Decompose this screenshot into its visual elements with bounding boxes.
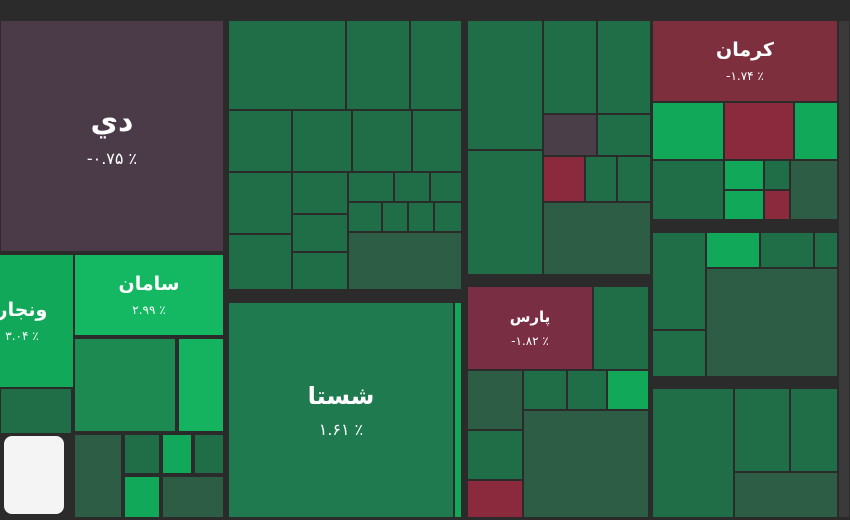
tile (764, 190, 790, 220)
tile (838, 20, 850, 518)
tile (348, 172, 394, 202)
tile-change: -۱.۸۲ ٪ (511, 334, 549, 348)
tile (434, 202, 462, 232)
tile (162, 434, 192, 474)
tile-symbol: دي (90, 104, 134, 139)
tile: پارس -۱.۸۲ ٪ (467, 286, 593, 370)
tile (228, 172, 292, 234)
tile-symbol: ونجار (0, 299, 48, 321)
tile (346, 20, 410, 110)
tile-change: -۱.۷۴ ٪ (726, 69, 764, 83)
tile (162, 476, 224, 518)
tile (593, 286, 649, 370)
sector-header (228, 290, 462, 302)
tile (292, 172, 348, 214)
tile (543, 114, 597, 156)
tile (412, 110, 462, 172)
tile (228, 110, 292, 172)
tile (543, 156, 585, 202)
tile (607, 370, 649, 410)
tile (543, 202, 651, 284)
tile (348, 232, 462, 290)
tile (74, 338, 176, 432)
tile (352, 110, 412, 172)
tile (652, 160, 724, 220)
sector-header (0, 0, 850, 20)
tile-symbol: شستا (307, 381, 375, 410)
tile-symbol: کرمان (716, 39, 774, 61)
tile (523, 410, 649, 518)
tile (178, 338, 224, 432)
tile: ونجار ۳.۰۴ ٪ (0, 254, 74, 388)
tile: شستا ۱.۶۱ ٪ (228, 302, 454, 518)
tile-change: ۳.۰۴ ٪ (5, 329, 39, 343)
tile (348, 202, 382, 232)
tile (394, 172, 430, 202)
tile (292, 252, 348, 290)
tile (652, 388, 734, 518)
tile (814, 232, 838, 268)
tile (124, 434, 160, 474)
tile: سامان ۲.۹۹ ٪ (74, 254, 224, 336)
tile (124, 476, 160, 518)
tile (724, 190, 764, 220)
tile (567, 370, 607, 410)
tile (597, 114, 651, 156)
tile (790, 388, 838, 472)
tile (467, 150, 543, 284)
tile (292, 214, 348, 252)
tile-symbol: سامان (118, 273, 180, 295)
tile (292, 110, 352, 172)
tile (760, 232, 814, 268)
tile (0, 388, 72, 434)
tile (724, 160, 764, 190)
tile-change: -۰.۷۵ ٪ (86, 149, 138, 168)
tile (794, 102, 838, 160)
tile (228, 20, 346, 110)
tile (652, 102, 724, 160)
sector-header (652, 220, 838, 232)
tile (467, 480, 523, 518)
tile (617, 156, 651, 202)
tile (467, 370, 523, 430)
tile (543, 20, 597, 114)
tile-symbol: پارس (509, 308, 551, 326)
tile (585, 156, 617, 202)
tile (706, 268, 838, 380)
tile: دي -۰.۷۵ ٪ (0, 20, 224, 252)
tile (706, 232, 760, 268)
tile (382, 202, 408, 232)
watermark-logo (4, 436, 64, 514)
tile-change: ۲.۹۹ ٪ (132, 303, 166, 317)
tile (410, 20, 462, 110)
tile (467, 430, 523, 480)
tile (467, 20, 543, 150)
tile (74, 434, 122, 518)
tile (652, 232, 706, 330)
tile (430, 172, 462, 202)
tile: کرمان -۱.۷۴ ٪ (652, 20, 838, 102)
tile-change: ۱.۶۱ ٪ (318, 419, 364, 439)
sector-header (467, 274, 653, 286)
tile (194, 434, 224, 474)
tile (228, 234, 292, 290)
tile (454, 302, 462, 518)
tile (724, 102, 794, 160)
tile (790, 160, 838, 220)
tile (523, 370, 567, 410)
tile (408, 202, 434, 232)
sector-header (652, 376, 838, 388)
tile (734, 472, 838, 518)
tile (597, 20, 651, 114)
tile (734, 388, 790, 472)
tile (764, 160, 790, 190)
